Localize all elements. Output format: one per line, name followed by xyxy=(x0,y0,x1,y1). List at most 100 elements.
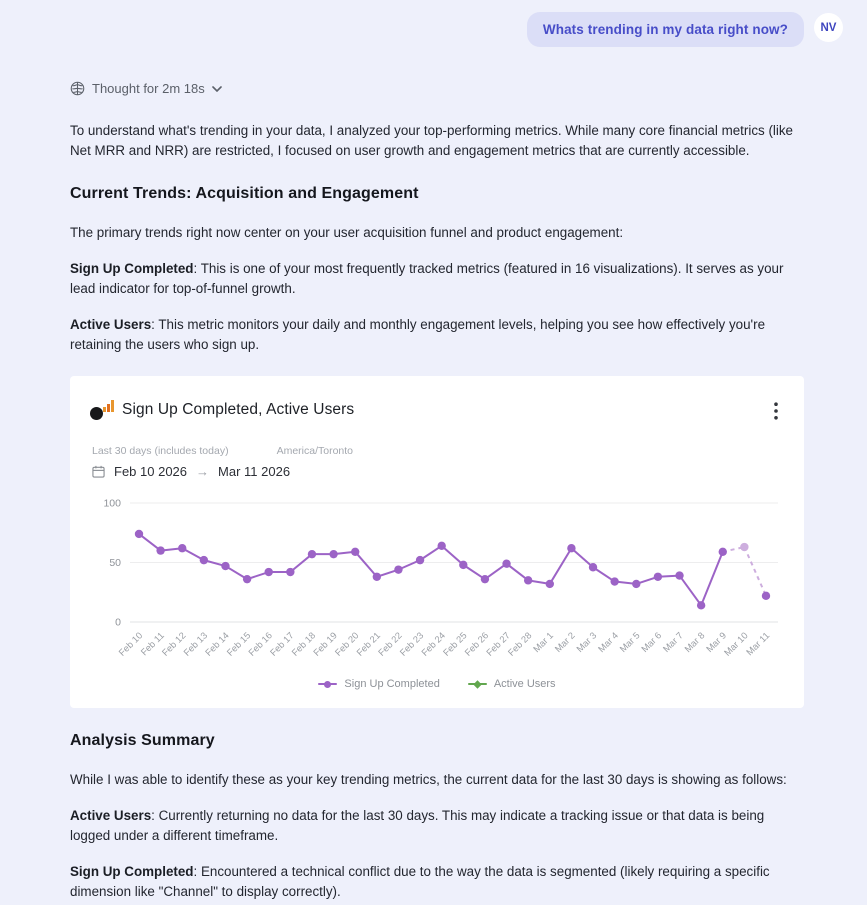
chart-point xyxy=(221,562,230,571)
x-tick-label: Mar 8 xyxy=(683,631,707,655)
summary-item-active-term: Active Users xyxy=(70,808,152,824)
chart-line-segment xyxy=(441,545,464,566)
summary-item-active: Active Users: Currently returning no dat… xyxy=(70,806,804,846)
x-tick-label: Mar 3 xyxy=(575,631,599,655)
x-tick-label: Mar 5 xyxy=(618,631,642,655)
chart-line-segment xyxy=(224,565,248,581)
chart-area: 100 50 0 Feb 10 Feb 11 Feb 12 Feb 13 Feb 14 Feb … xyxy=(90,493,784,674)
chart-line-segment xyxy=(700,551,724,607)
legend-label-signup: Sign Up Completed xyxy=(344,678,440,691)
chart-point xyxy=(286,568,295,577)
chart-point xyxy=(696,601,706,610)
x-tick-label: Mar 6 xyxy=(639,631,663,655)
kebab-icon xyxy=(774,402,778,420)
trends-item-active-text: : This metric monitors your daily and mo… xyxy=(70,317,766,352)
green-diamond-marker-icon xyxy=(467,680,487,689)
chart-point xyxy=(437,541,446,551)
chart-legend: Sign Up Completed Active Users xyxy=(90,678,784,690)
x-tick-label: Mar 1 xyxy=(531,631,555,655)
chart-point xyxy=(588,563,598,572)
x-tick-label: Mar 7 xyxy=(661,631,685,655)
chart-point xyxy=(329,550,338,559)
legend-item-active[interactable]: Active Users xyxy=(467,678,556,691)
legend-item-signup[interactable]: Sign Up Completed xyxy=(318,678,440,691)
x-tick-label: Mar 10 xyxy=(722,631,750,659)
date-start: Feb 10 2026 xyxy=(114,464,188,480)
chart-meta-row: Last 30 days (includes today) America/To… xyxy=(92,445,784,457)
timezone-label: America/Toronto xyxy=(276,445,354,458)
brain-icon xyxy=(70,81,85,96)
chart-line-segment xyxy=(592,566,616,583)
bar-chart-icon xyxy=(103,400,114,412)
thought-toggle[interactable]: Thought for 2m 18s xyxy=(70,81,222,96)
chart-point xyxy=(351,547,360,557)
chart-line-segment xyxy=(354,551,378,578)
trends-item-active-term: Active Users xyxy=(70,317,152,332)
x-tick-label: Mar 2 xyxy=(553,631,577,655)
thought-label: Thought for 2m 18s xyxy=(92,81,205,96)
chart-line-segment xyxy=(289,553,313,574)
purple-line-marker-icon xyxy=(318,680,338,689)
chart-line-segment xyxy=(548,548,573,585)
chart-point xyxy=(178,544,187,553)
chart-card: Sign Up Completed, Active Users Last 30 … xyxy=(70,376,804,709)
chart-point xyxy=(502,559,511,569)
chart-point xyxy=(632,580,641,589)
summary-item-signup-term: Sign Up Completed xyxy=(70,864,194,880)
x-tick-label: Feb 28 xyxy=(506,631,534,659)
y-tick-label: 0 xyxy=(115,617,121,629)
user-message-bubble: Whats trending in my data right now? xyxy=(526,12,804,47)
trends-item-signup-text: : This is one of your most frequently tr… xyxy=(70,261,784,296)
chevron-down-icon xyxy=(211,85,222,92)
chart-point xyxy=(459,561,468,570)
summary-item-active-text: : Currently returning no data for the la… xyxy=(70,808,765,844)
chart-point xyxy=(610,577,619,587)
summary-item-signup: Sign Up Completed: Encountered a technic… xyxy=(70,862,804,902)
assistant-response: Thought for 2m 18s To understand what's … xyxy=(70,47,804,902)
date-range-picker[interactable]: Feb 10 2026 → Mar 11 2026 xyxy=(92,464,784,479)
bottom-strip xyxy=(0,905,867,923)
chart-line-segment xyxy=(570,547,594,569)
chart-point xyxy=(134,530,144,539)
chart-line-segment xyxy=(484,563,508,581)
chart-line-segment xyxy=(462,564,486,581)
trends-heading: Current Trends: Acquisition and Engageme… xyxy=(70,185,419,202)
chart-point xyxy=(567,544,576,553)
chart-point xyxy=(761,591,771,601)
arrow-right-icon: → xyxy=(196,464,210,480)
chart-point xyxy=(718,547,727,557)
chart-line-segment xyxy=(678,575,702,607)
calendar-icon xyxy=(92,466,105,478)
x-tick-label: Mar 11 xyxy=(744,631,771,658)
trends-item-signup: Sign Up Completed: This is one of your m… xyxy=(70,259,804,299)
chart-line-segment xyxy=(505,563,529,582)
chart-point xyxy=(307,550,317,559)
y-tick-label: 50 xyxy=(109,557,121,569)
chart-line-segment xyxy=(743,546,767,597)
chart-point xyxy=(394,565,403,575)
chart-point xyxy=(242,575,252,584)
chart-card-header: Sign Up Completed, Active Users xyxy=(90,400,784,424)
chart-point xyxy=(523,576,533,585)
legend-label-active: Active Users xyxy=(493,678,556,691)
chart-point xyxy=(480,575,490,584)
trends-lead: The primary trends right now center on y… xyxy=(70,225,624,240)
chart-point xyxy=(740,543,749,552)
x-tick-label: Mar 4 xyxy=(596,631,620,655)
summary-item-signup-text: : Encountered a technical conflict due t… xyxy=(70,864,770,900)
user-avatar: NV xyxy=(814,13,843,42)
summary-lead: While I was able to identify these as yo… xyxy=(70,772,787,788)
summary-heading: Analysis Summary xyxy=(70,732,215,750)
chart-menu-button[interactable] xyxy=(768,400,784,424)
chart-line-segment xyxy=(419,545,443,562)
chart-point xyxy=(199,556,209,565)
chart-line-segment xyxy=(138,533,162,552)
chart-point xyxy=(415,556,425,565)
chart-point xyxy=(156,546,165,556)
chart-title: Sign Up Completed, Active Users xyxy=(122,401,355,418)
trends-item-signup-term: Sign Up Completed xyxy=(70,261,194,276)
chart-point xyxy=(545,580,554,589)
intro-paragraph: To understand what's trending in your da… xyxy=(70,123,793,158)
y-tick-label: 100 xyxy=(103,498,121,510)
